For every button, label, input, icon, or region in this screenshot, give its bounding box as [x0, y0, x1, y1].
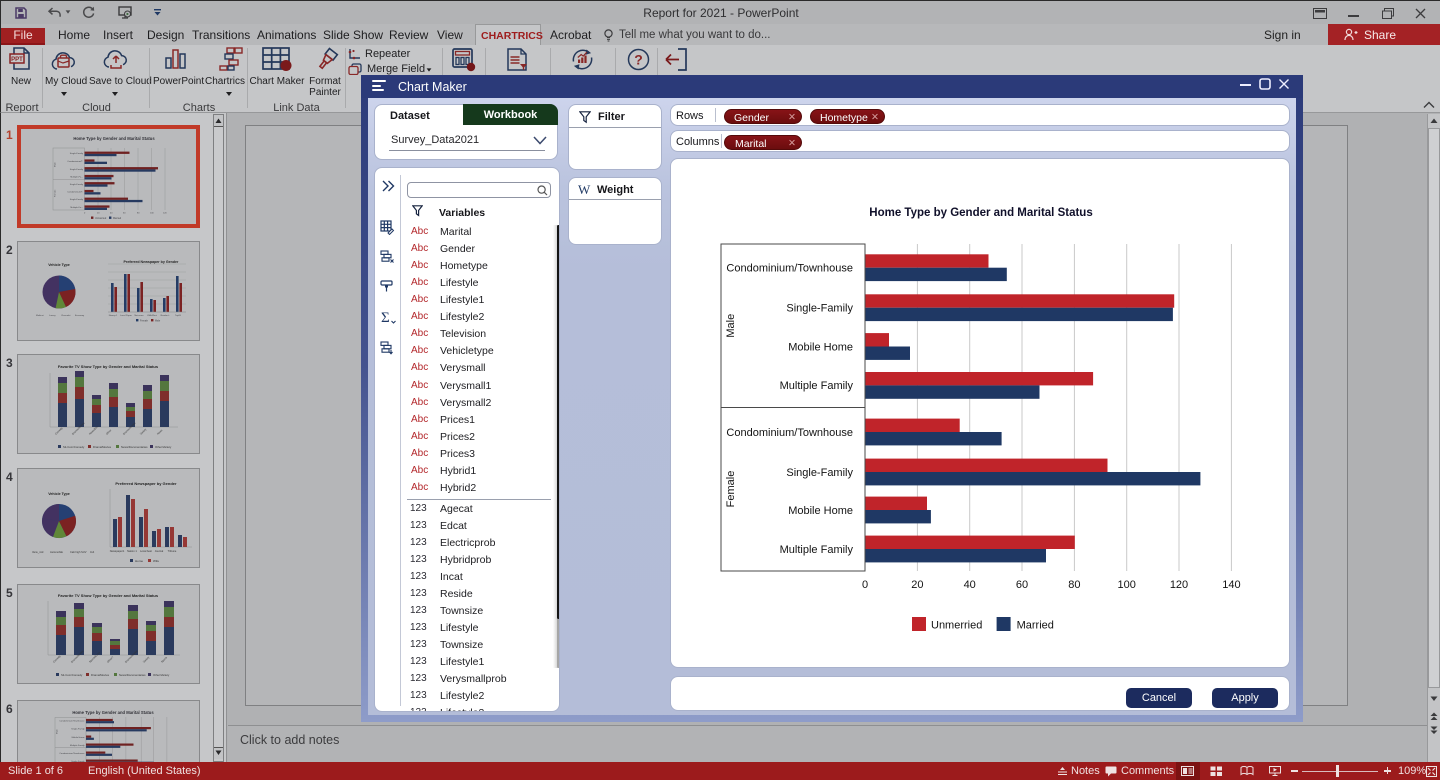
svg-text:Condominium/T.: Condominium/T. — [67, 192, 83, 194]
svg-text:Tribune: Tribune — [168, 549, 177, 553]
svg-text:Condominium/T.: Condominium/T. — [67, 161, 83, 163]
svg-text:80: 80 — [137, 213, 140, 215]
svg-text:Favorite TV Show Type by Gende: Favorite TV Show Type by Gender and Mari… — [58, 593, 159, 598]
svg-text:Vans_mid: Vans_mid — [32, 550, 44, 554]
svg-text:60: 60 — [1016, 579, 1028, 591]
svg-text:Other/Variety: Other/Variety — [153, 673, 170, 677]
svg-text:Favorite TV Show Type by Gende: Favorite TV Show Type by Gender and Mari… — [58, 364, 159, 369]
svg-text:USA West: USA West — [147, 314, 157, 317]
svg-text:Cab high SUV: Cab high SUV — [70, 550, 87, 554]
svg-text:Newspaper1: Newspaper1 — [110, 549, 125, 553]
svg-text:Variety: Variety — [142, 655, 151, 664]
svg-text:4x4: 4x4 — [90, 550, 95, 554]
svg-text:Nat.news: Nat.news — [134, 314, 144, 317]
svg-text:40: 40 — [110, 213, 113, 215]
svg-text:Multiple-Fa...: Multiple-Fa... — [70, 206, 83, 209]
svg-text:Unmerried: Unmerried — [931, 620, 982, 632]
svg-text:Newsp.1: Newsp.1 — [109, 315, 118, 317]
svg-text:Home Type by Gender and Marita: Home Type by Gender and Marital Status — [72, 710, 154, 715]
svg-text:Other: Other — [105, 428, 113, 436]
svg-text:Chevrolet: Chevrolet — [61, 314, 71, 317]
svg-text:Female: Female — [55, 189, 57, 197]
svg-text:Home Type by Gender and Marita: Home Type by Gender and Marital Status — [869, 207, 1092, 219]
svg-text:Condominium/Townhouse: Condominium/Townhouse — [59, 753, 85, 755]
svg-text:Male: Male — [57, 728, 59, 734]
svg-text:Home Type by Gender and Marita: Home Type by Gender and Marital Status — [73, 136, 155, 141]
svg-text:Other/Variety: Other/Variety — [155, 445, 172, 449]
svg-text:PPT: PPT — [11, 57, 23, 63]
svg-text:Multiple Family: Multiple Family — [70, 744, 85, 747]
svg-text:120: 120 — [1170, 579, 1188, 591]
svg-text:120: 120 — [163, 213, 167, 215]
svg-text:Multiple Family: Multiple Family — [780, 380, 854, 392]
svg-text:Single-Family: Single-Family — [70, 199, 84, 201]
svg-text:Male: Male — [55, 161, 57, 167]
svg-text:Σ: Σ — [381, 310, 390, 326]
svg-text:Automobile: Automobile — [50, 550, 64, 554]
svg-text:News: News — [156, 428, 164, 436]
svg-text:0: 0 — [84, 213, 86, 215]
svg-text:Male: Male — [155, 319, 161, 322]
svg-text:Drama/Movies: Drama/Movies — [93, 445, 112, 449]
svg-text:Married: Married — [113, 217, 122, 220]
svg-text:Married: Married — [1017, 620, 1054, 632]
svg-text:Mobile Home: Mobile Home — [72, 737, 86, 739]
svg-text:Condominium/Townhouse: Condominium/Townhouse — [726, 263, 853, 275]
svg-text:Single-Family: Single-Family — [786, 303, 853, 315]
svg-text:Condominium/Townhouse: Condominium/Townhouse — [59, 721, 85, 723]
svg-text:Preferred Newspaper by Gender: Preferred Newspaper by Gender — [124, 260, 180, 264]
svg-text:Reader's: Reader's — [161, 314, 171, 317]
svg-text:Multicat: Multicat — [36, 314, 44, 317]
svg-text:Vehicle Type: Vehicle Type — [48, 263, 70, 267]
svg-text:Single-Family: Single-Family — [70, 169, 84, 171]
svg-text:Single-Family: Single-Family — [70, 184, 84, 186]
svg-text:Other?: Other? — [106, 655, 115, 664]
svg-text:Male: Male — [725, 314, 737, 338]
svg-text:Drama/Movies: Drama/Movies — [91, 673, 110, 677]
svg-text:Home: Home — [135, 559, 143, 563]
svg-text:Unmarried: Unmarried — [95, 217, 107, 220]
svg-text:News/Documentaries: News/Documentaries — [119, 673, 146, 677]
svg-text:Single-Family: Single-Family — [786, 467, 853, 479]
svg-text:Luxury: Luxury — [49, 314, 56, 317]
svg-text:Multiple Family: Multiple Family — [780, 544, 854, 556]
svg-text:Economy: Economy — [75, 315, 85, 317]
svg-text:80: 80 — [1068, 579, 1080, 591]
svg-text:Local best: Local best — [140, 549, 152, 553]
svg-text:Top20: Top20 — [175, 315, 182, 317]
svg-text:Variety: Variety — [139, 427, 148, 436]
svg-text:60: 60 — [123, 213, 126, 215]
svg-text:Single-Family: Single-Family — [71, 761, 85, 762]
svg-text:Wife: Wife — [153, 559, 159, 563]
svg-text:News/Documentaries: News/Documentaries — [121, 445, 148, 449]
svg-text:Single-Family: Single-Family — [71, 729, 85, 731]
svg-text:40: 40 — [964, 579, 976, 591]
svg-text:100: 100 — [1118, 579, 1136, 591]
svg-text:Multiple-Fa...: Multiple-Fa... — [70, 176, 83, 179]
svg-text:Female: Female — [725, 471, 737, 508]
svg-text:Single-Family: Single-Family — [70, 153, 84, 155]
svg-text:Female: Female — [140, 319, 149, 322]
svg-text:Nation 1: Nation 1 — [127, 549, 137, 553]
svg-text:Local Paper: Local Paper — [120, 314, 132, 317]
svg-text:Vehicle Type: Vehicle Type — [48, 492, 70, 496]
svg-text:Comedy: Comedy — [54, 426, 64, 436]
svg-text:Sit-Com/Comedy: Sit-Com/Comedy — [63, 445, 85, 449]
svg-text:Preferred Newspaper by Gender: Preferred Newspaper by Gender — [115, 481, 177, 486]
svg-text:News/Doc: News/Doc — [88, 424, 100, 436]
svg-text:?: ? — [634, 52, 643, 68]
svg-text:Sit-Com/Comedy: Sit-Com/Comedy — [61, 673, 83, 677]
svg-text:100: 100 — [150, 213, 154, 215]
svg-text:Mobile Home: Mobile Home — [788, 341, 853, 353]
svg-text:0: 0 — [862, 579, 868, 591]
svg-text:Journal: Journal — [155, 549, 164, 553]
svg-text:20: 20 — [97, 213, 100, 215]
svg-text:Mobile Home: Mobile Home — [788, 505, 853, 517]
svg-text:Condominium/Townhouse: Condominium/Townhouse — [726, 427, 853, 439]
svg-text:Comedy: Comedy — [52, 654, 62, 664]
svg-text:140: 140 — [1222, 579, 1240, 591]
svg-text:20: 20 — [911, 579, 923, 591]
svg-text:Sports: Sports — [160, 655, 169, 664]
